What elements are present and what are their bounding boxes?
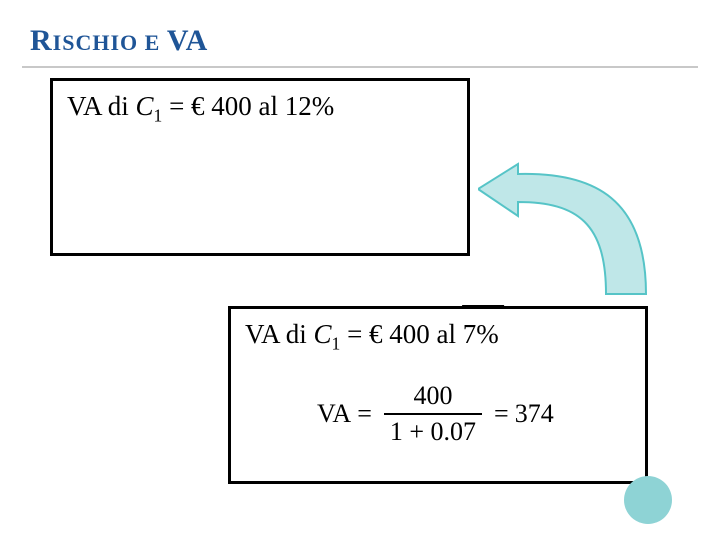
box2-formula: VA = 400 1 + 0.07 = 374 (317, 381, 554, 447)
formula-den: 1 + 0.07 (384, 413, 482, 447)
title-part1-small: ISCHIO E (53, 30, 167, 55)
arrow-path (478, 164, 646, 294)
title-part1-big: R (30, 24, 53, 57)
formula-box-2: VA di C1 = € 400 al 7% VA = 400 1 + 0.07… (228, 306, 648, 484)
box1-header: VA di C1 = € 400 al 12% (67, 91, 334, 126)
title-part2: VA (167, 24, 208, 57)
formula-rhs: 374 (515, 399, 554, 429)
slide-title: RISCHIO E VA (30, 24, 208, 58)
box1-sub: 1 (154, 105, 163, 125)
box1-var: C (136, 91, 154, 121)
box2-header: VA di C1 = € 400 al 7% (245, 319, 499, 354)
box2-suffix: = € 400 al 7% (340, 319, 498, 349)
curved-arrow (478, 94, 668, 314)
formula-num: 400 (407, 381, 458, 413)
box2-var: C (314, 319, 332, 349)
formula-box-1: VA di C1 = € 400 al 12% (50, 78, 470, 256)
accent-circle (624, 476, 672, 524)
formula-lhs: VA (317, 399, 351, 429)
box2-sub: 1 (332, 333, 341, 353)
slide: RISCHIO E VA VA di C1 = € 400 al 12% VA … (0, 0, 720, 540)
formula-eq2: = (494, 399, 509, 429)
title-rule (22, 66, 698, 68)
arrow-icon (478, 94, 668, 314)
box1-prefix: VA di (67, 91, 136, 121)
formula-eq1: = (357, 399, 372, 429)
box2-prefix: VA di (245, 319, 314, 349)
formula-fraction: 400 1 + 0.07 (384, 381, 482, 447)
box1-suffix: = € 400 al 12% (162, 91, 334, 121)
